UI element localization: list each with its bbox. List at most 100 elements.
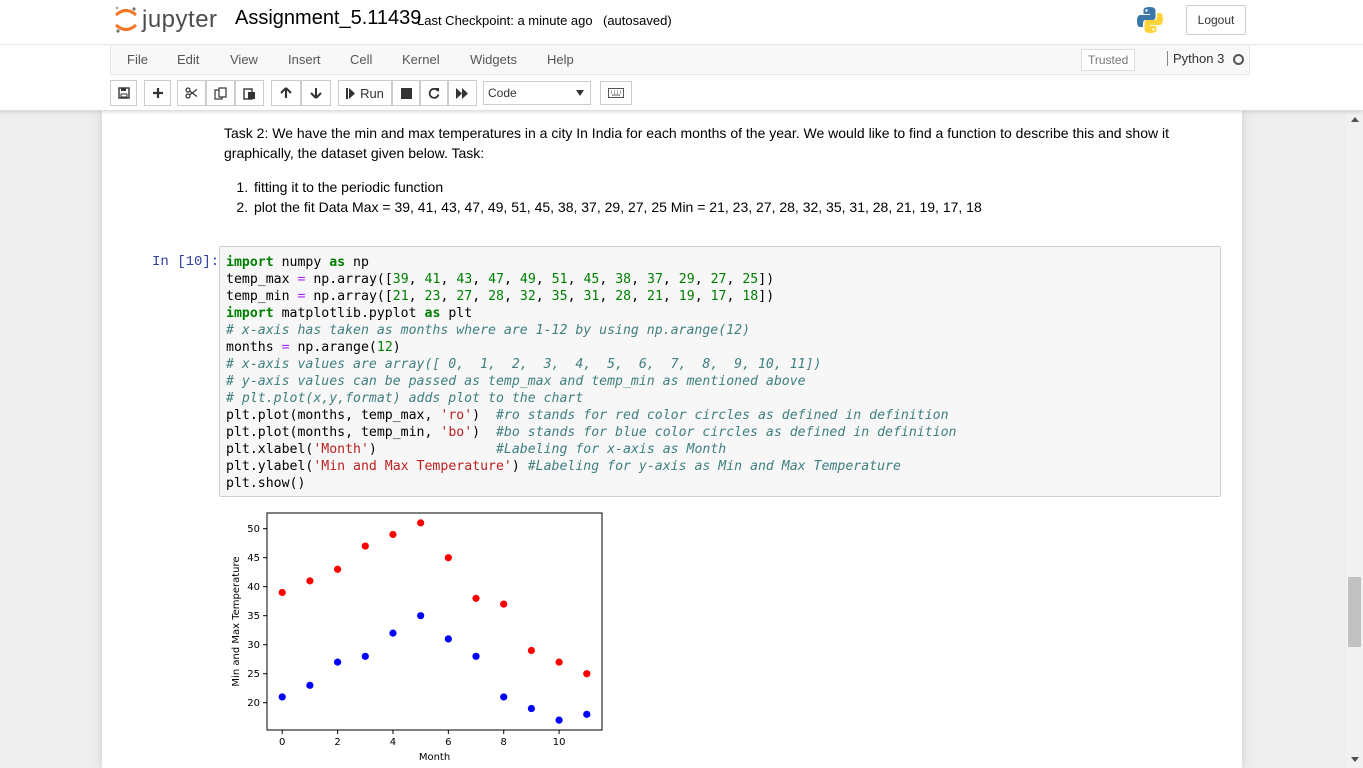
- logout-button[interactable]: Logout: [1186, 5, 1246, 35]
- autosave-status: (autosaved): [603, 13, 672, 28]
- list-item: fitting it to the periodic function: [252, 177, 1184, 197]
- code-text: import numpy as np temp_max = np.array([3…: [226, 254, 956, 492]
- input-prompt: In [10]:: [152, 254, 220, 270]
- menu-help[interactable]: Help: [547, 52, 574, 67]
- run-label: Run: [360, 85, 384, 101]
- y-axis-label: Min and Max Temperature: [231, 556, 242, 686]
- plot-area: [266, 512, 603, 731]
- notebook-name[interactable]: Assignment_5.11439: [235, 7, 422, 29]
- x-tick-label: 6: [445, 737, 451, 748]
- markdown-list: fitting it to the periodic function plot…: [252, 177, 1184, 217]
- command-palette-button[interactable]: [600, 81, 632, 105]
- code-line: months = np.arange(12): [226, 340, 401, 355]
- menu-view[interactable]: View: [230, 52, 258, 67]
- jupyter-logo[interactable]: jupyter: [114, 4, 218, 36]
- code-line: temp_min = np.array([21, 23, 27, 28, 32,…: [226, 289, 775, 304]
- cell-type-value: Code: [488, 86, 517, 100]
- x-tick-label: 10: [553, 737, 566, 748]
- y-tick-label: 45: [247, 553, 260, 564]
- code-line: import matplotlib.pyplot as plt: [226, 306, 473, 321]
- code-line: import numpy as np: [226, 255, 369, 270]
- save-icon: [117, 87, 130, 99]
- save-button[interactable]: [110, 80, 137, 106]
- arrow-up-icon: [280, 87, 292, 98]
- code-line: # x-axis values are array([ 0, 1, 2, 3, …: [226, 357, 822, 372]
- cut-icon: [185, 87, 198, 99]
- list-item: plot the fit Data Max = 39, 41, 43, 47, …: [252, 197, 1184, 217]
- data-point: [555, 716, 563, 724]
- code-line: # plt.plot(x,y,format) adds plot to the …: [226, 391, 584, 406]
- restart-button[interactable]: [420, 80, 448, 106]
- data-point: [527, 704, 536, 713]
- data-point: [500, 693, 508, 701]
- fast-forward-icon: [456, 87, 468, 99]
- code-line: # y-axis values can be passed as temp_ma…: [226, 374, 806, 389]
- scroll-up-icon[interactable]: [1351, 117, 1359, 122]
- menu-insert[interactable]: Insert: [288, 52, 321, 67]
- data-point: [583, 710, 591, 718]
- code-line: plt.plot(months, temp_max, 'ro') #ro sta…: [226, 408, 949, 423]
- data-point: [444, 635, 452, 643]
- code-line: plt.plot(months, temp_min, 'bo') #bo sta…: [226, 425, 957, 440]
- insert-cell-button[interactable]: [144, 80, 171, 106]
- run-all-button[interactable]: [448, 80, 477, 106]
- menu-edit[interactable]: Edit: [177, 52, 200, 67]
- x-tick-label: 2: [334, 737, 340, 748]
- trusted-indicator[interactable]: Trusted: [1081, 49, 1136, 71]
- move-down-button[interactable]: [301, 80, 331, 106]
- menubar: File Edit View Insert Cell Kernel Widget…: [110, 45, 1250, 75]
- y-tick-label: 40: [247, 582, 260, 593]
- cut-button[interactable]: [177, 80, 206, 106]
- menu-file[interactable]: File: [127, 52, 148, 67]
- copy-button[interactable]: [206, 80, 235, 106]
- data-point: [500, 600, 508, 608]
- data-point: [361, 542, 369, 550]
- notebook-container: Task 2: We have the min and max temperat…: [102, 111, 1242, 768]
- code-line: plt.xlabel('Month') #Labeling for x-axis…: [226, 442, 727, 457]
- stop-icon: [400, 87, 412, 99]
- data-point: [444, 554, 452, 562]
- python-logo-icon: [1135, 5, 1165, 38]
- logo-text: jupyter: [142, 6, 218, 33]
- data-point: [417, 612, 425, 620]
- kernel-idle-icon: [1233, 54, 1244, 65]
- code-line: # x-axis has taken as months where are 1…: [226, 323, 751, 338]
- x-tick-label: 0: [279, 737, 285, 748]
- x-tick-label: 8: [501, 737, 507, 748]
- menu-cell[interactable]: Cell: [350, 52, 373, 67]
- code-cell-editor[interactable]: import numpy as np temp_max = np.array([3…: [219, 246, 1221, 497]
- markdown-cell[interactable]: Task 2: We have the min and max temperat…: [224, 123, 1184, 217]
- data-point: [389, 530, 397, 539]
- copy-icon: [214, 86, 227, 100]
- code-line: plt.show(): [226, 476, 306, 491]
- scatter-chart: 0 2 4 6 8 10 20 25 30 35 40 45 50 Month Min and Max Te…: [231, 512, 603, 763]
- data-point: [306, 681, 314, 689]
- jupyter-logo-icon: [114, 6, 138, 33]
- y-tick-label: 35: [247, 611, 260, 622]
- scroll-down-icon[interactable]: [1351, 757, 1359, 762]
- arrow-down-icon: [310, 88, 322, 99]
- data-point: [333, 565, 342, 573]
- header-bar: jupyter Assignment_5.11439 Last Checkpoi…: [0, 0, 1363, 45]
- menu-widgets[interactable]: Widgets: [470, 52, 517, 67]
- checkpoint-status: Last Checkpoint: a minute ago: [417, 13, 593, 28]
- paste-button[interactable]: [235, 80, 264, 106]
- x-axis-label: Month: [419, 752, 450, 763]
- kernel-name: Python 3: [1167, 51, 1224, 66]
- code-line: plt.ylabel('Min and Max Temperature') #L…: [226, 459, 901, 474]
- move-up-button[interactable]: [271, 80, 301, 106]
- chevron-down-icon: [576, 90, 584, 96]
- menu-kernel[interactable]: Kernel: [402, 52, 440, 67]
- data-point: [527, 646, 536, 655]
- run-button[interactable]: Run: [338, 80, 392, 106]
- data-point: [361, 652, 369, 660]
- interrupt-button[interactable]: [392, 80, 420, 106]
- markdown-paragraph: Task 2: We have the min and max temperat…: [224, 125, 1169, 161]
- data-point: [333, 658, 342, 666]
- data-point: [306, 577, 314, 585]
- data-point: [278, 693, 286, 701]
- scrollbar[interactable]: [1346, 111, 1363, 768]
- cell-type-select[interactable]: Code: [483, 81, 591, 105]
- data-point: [278, 588, 286, 597]
- scrollbar-thumb[interactable]: [1348, 577, 1361, 647]
